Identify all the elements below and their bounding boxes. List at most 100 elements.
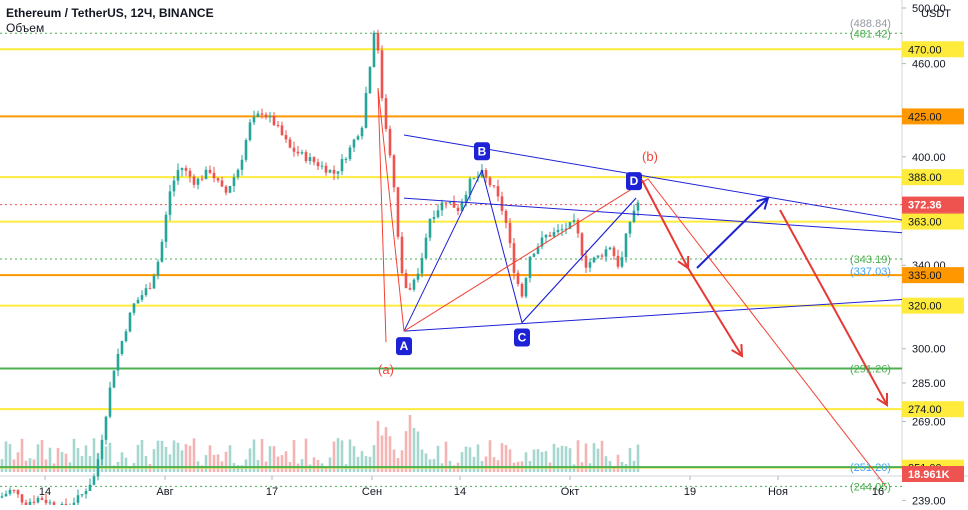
price-label-bg <box>902 169 964 186</box>
candle-body <box>84 491 88 495</box>
wave-a-line <box>377 87 405 343</box>
candle-body <box>92 476 96 485</box>
candle-body <box>476 176 480 178</box>
volume-bar <box>80 455 84 472</box>
price-label: 320.00 <box>908 301 942 313</box>
volume-bar <box>160 440 164 472</box>
volume-bar <box>368 456 372 472</box>
candle-body <box>336 171 340 174</box>
candle-body <box>504 210 508 223</box>
candle-body <box>572 220 576 223</box>
volume-bar <box>444 441 448 472</box>
volume-bar <box>556 447 560 472</box>
candle-body <box>480 169 484 177</box>
candle-body <box>172 180 176 192</box>
point-label-box <box>474 142 490 161</box>
volume-bar <box>216 454 220 472</box>
candle-body <box>380 50 384 99</box>
candle-body <box>596 255 600 258</box>
volume-bar <box>188 445 192 472</box>
candle-body <box>284 135 288 140</box>
volume-bar <box>108 442 112 472</box>
volume-bar <box>544 451 548 472</box>
time-axis: 14 Авг 17 Сен 14 Окт 19 Ноя 16 <box>39 476 884 498</box>
candle-body <box>356 136 360 140</box>
candle-body <box>220 180 224 187</box>
volume-bar <box>140 439 144 472</box>
candle-body <box>492 185 496 187</box>
forecast-arrow-down-1 <box>641 179 689 269</box>
forecast-arrow-down-3 <box>779 209 888 406</box>
volume-bar <box>496 460 500 472</box>
volume-bar <box>168 454 172 472</box>
volume-bar <box>56 447 60 472</box>
candle-body <box>564 228 568 230</box>
candle-body <box>104 416 108 440</box>
candle-body <box>260 113 264 115</box>
candle-body <box>368 66 372 94</box>
candle-body <box>376 32 380 51</box>
candle-body <box>116 354 120 371</box>
volume-bar <box>104 446 108 472</box>
volume-bar <box>316 459 320 472</box>
volume-bar <box>352 446 356 472</box>
volume-bar <box>584 443 588 472</box>
abcd-path <box>403 168 637 332</box>
price-axis: 500.00460.00425.00400.00363.00340.00320.… <box>850 3 964 507</box>
candle-body <box>388 128 392 156</box>
y-tick-label: 460.00 <box>912 59 946 71</box>
candle-body <box>96 459 100 477</box>
candle-body <box>452 202 456 208</box>
volume-bar <box>396 458 400 472</box>
volume-bar <box>508 449 512 472</box>
candle-body <box>512 243 516 273</box>
x-tick-label: 19 <box>684 486 696 498</box>
x-tick-label: 14 <box>39 486 51 498</box>
candle-body <box>556 229 560 232</box>
triangle-upper-line <box>403 197 903 234</box>
candle-body <box>184 167 188 171</box>
candle-body <box>304 152 308 161</box>
volume-bar <box>244 459 248 472</box>
price-label-bg <box>902 196 964 213</box>
volume-bar <box>8 444 12 472</box>
volume-bar <box>172 440 176 472</box>
candle-body <box>576 220 580 234</box>
candle-body <box>124 331 128 342</box>
candle-body <box>88 484 92 492</box>
candle-body <box>552 231 556 237</box>
candle-body <box>4 493 8 497</box>
volume-bar <box>164 447 168 472</box>
candle-body <box>608 247 612 250</box>
price-label-text: (251.20) <box>850 462 891 474</box>
point-label: B <box>478 144 487 158</box>
price-label-bg <box>902 401 964 418</box>
volume-bar <box>112 465 116 472</box>
volume-bar <box>128 465 132 472</box>
currency-unit: USDT <box>921 8 951 20</box>
volume-bar <box>464 446 468 472</box>
grid <box>0 0 968 477</box>
candle-body <box>464 194 468 202</box>
candle-body <box>40 497 44 500</box>
wave-abc-line <box>403 178 886 486</box>
candle-body <box>188 170 192 177</box>
volume-bar <box>200 465 204 472</box>
volume-bar <box>332 441 336 472</box>
volume-bar <box>36 444 40 472</box>
volume-bar <box>472 456 476 472</box>
candle-body <box>352 139 356 148</box>
volume-bar <box>204 455 208 472</box>
volume-bar <box>152 449 156 472</box>
candle-body <box>444 202 448 204</box>
candle-body <box>156 261 160 276</box>
candle-body <box>148 288 152 290</box>
wave-label: (b) <box>642 149 658 164</box>
point-label: C <box>518 331 527 345</box>
candle-body <box>232 177 236 187</box>
horizontal-levels <box>0 32 902 487</box>
candle-body <box>636 202 640 211</box>
